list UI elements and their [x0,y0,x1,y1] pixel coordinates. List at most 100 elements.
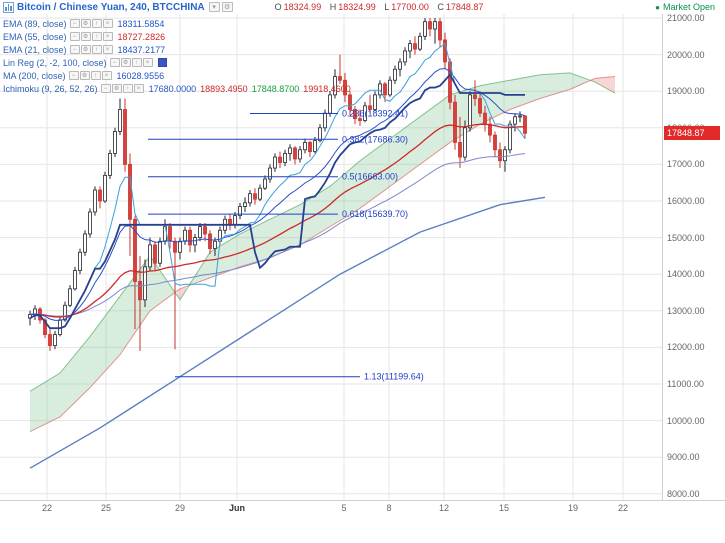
indicator-settings-button[interactable]: ⚙ [80,45,91,54]
time-axis-label: 12 [438,503,449,513]
indicator-settings-button[interactable]: ⚙ [80,19,91,28]
indicator-moveup-button[interactable]: ↑ [90,71,101,80]
tenkan-line [29,42,526,329]
time-axis-label: 29 [174,503,185,513]
indicator-delete-button[interactable]: × [142,58,153,67]
ichimoku-tenkan-value: 17680.0000 [148,83,197,94]
fib-level[interactable]: 0.5(16663.00) [148,172,398,182]
indicator-controls: − ⚙ ↑ × [69,45,114,54]
indicator-label: Ichimoku (9, 26, 52, 26) [3,83,98,94]
price-axis-label: 12000.00 [667,342,705,353]
open-label: O [274,2,282,12]
ema55-line [29,123,526,318]
close-label: C [437,2,444,12]
ichimoku-kijun-value: 18893.4950 [200,83,248,94]
linreg-color-swatch[interactable] [157,58,167,67]
indicator-value: 18727.2826 [117,31,166,42]
time-axis-label: 22 [41,503,52,513]
indicator-row-ema21[interactable]: EMA (21, close) − ⚙ ↑ × 18437.2177 [3,44,355,55]
indicator-row-linreg[interactable]: Lin Reg (2, -2, 100, close) − ⚙ ↑ × [3,57,355,68]
indicator-settings-button[interactable]: ⚙ [111,84,122,93]
symbol-dropdown-button[interactable]: ▾ [208,2,220,12]
chart-type-icon[interactable] [3,1,14,13]
price-axis-label: 11000.00 [667,379,704,389]
indicator-settings-button[interactable]: ⚙ [80,32,91,41]
indicator-controls: − ⚙ ↑ × [68,71,113,80]
indicator-label: MA (200, close) [3,70,66,81]
indicator-settings-button[interactable]: ⚙ [120,58,131,67]
indicator-controls: − ⚙ ↑ × [100,84,145,93]
indicator-moveup-button[interactable]: ↑ [131,58,142,67]
indicator-label: EMA (89, close) [3,18,67,29]
high-label: H [329,2,337,12]
indicator-moveup-button[interactable]: ↑ [91,32,102,41]
price-axis-label: 14000.00 [667,269,705,280]
market-status: ● Market Open [655,2,715,12]
fib-level[interactable]: 0.618(15639.70) [148,209,408,219]
indicator-hide-button[interactable]: − [68,71,79,80]
indicator-delete-button[interactable]: × [133,84,144,93]
indicator-moveup-button[interactable]: ↑ [91,45,102,54]
indicator-delete-button[interactable]: × [102,19,113,28]
symbol-toolbar: Bitcoin / Chinese Yuan, 240, BTCCHINA ▾ … [0,0,725,14]
price-axis-label: 17000.00 [667,159,705,170]
indicator-label: EMA (21, close) [3,44,67,55]
price-axis[interactable]: 21000.0020000.0019000.0018000.0017000.00… [662,13,725,500]
ichimoku-chikou-value: 17848.8700 [251,83,300,94]
time-axis-label: Jun [228,503,245,513]
fib-label: 0.618(15639.70) [342,209,408,219]
indicator-moveup-button[interactable]: ↑ [122,84,133,93]
market-open-dot-icon: ● [655,3,660,12]
high-value: 18324.99 [338,2,376,12]
kijun-line [29,73,525,330]
price-axis-label: 8000.00 [667,488,700,499]
time-axis-label: 8 [386,503,392,513]
fib-level[interactable]: 1.13(11199.64) [175,372,424,382]
indicator-settings-button[interactable]: ⚙ [79,71,90,80]
indicator-row-ichimoku[interactable]: Ichimoku (9, 26, 52, 26) − ⚙ ↑ × 17680.0… [3,83,355,94]
time-axis-label: 22 [617,503,628,513]
indicator-hide-button[interactable]: − [109,58,120,67]
indicator-value: 18311.5854 [117,18,165,29]
close-value: 17848.87 [445,2,484,12]
indicator-row-ma200[interactable]: MA (200, close) − ⚙ ↑ × 16028.9556 [3,70,355,81]
time-axis[interactable]: 22 25 29 Jun 5 8 12 15 19 22 [0,500,725,516]
price-axis-label: 10000.00 [667,415,705,426]
time-axis-label: 5 [341,503,347,513]
chart-pane[interactable]: 0.236(18392.41) 0.382(17686.30) 0.5(16663.… [0,14,662,500]
time-axis-label: 19 [567,503,578,513]
indicator-delete-button[interactable]: × [102,45,113,54]
ema89-line [29,153,526,317]
market-status-text: Market Open [662,2,715,12]
indicator-moveup-button[interactable]: ↑ [91,19,102,28]
fib-label: 0.236(18392.41) [342,108,408,118]
price-axis-label: 21000.00 [667,13,705,23]
indicator-label: EMA (55, close) [3,31,67,42]
indicator-value: 16028.9556 [116,70,165,81]
indicator-hide-button[interactable]: − [69,32,80,41]
open-value: 18324.99 [283,2,322,12]
ma200-line [29,196,546,469]
senkou-span-a-line [29,72,616,392]
senkou-span-b-line [29,76,616,433]
indicator-hide-button[interactable]: − [69,45,80,54]
low-label: L [384,2,390,12]
last-price-tag: 17848.87 [664,126,720,141]
indicator-hide-button[interactable]: − [100,84,111,93]
fib-level[interactable]: 0.236(18392.41) [250,108,408,118]
time-axis-label: 15 [498,503,509,513]
indicator-delete-button[interactable]: × [101,71,112,80]
price-axis-label: 20000.00 [667,49,705,60]
indicator-row-ema89[interactable]: EMA (89, close) − ⚙ ↑ × 18311.5854 [3,18,355,29]
fib-label: 1.13(11199.64) [364,372,424,382]
symbol-title[interactable]: Bitcoin / Chinese Yuan, 240, BTCCHINA [17,1,205,13]
indicator-legend: EMA (89, close) − ⚙ ↑ × 18311.5854 EMA (… [3,18,355,96]
fib-level[interactable]: 0.382(17686.30) [148,134,408,144]
indicator-hide-button[interactable]: − [69,19,80,28]
fib-label: 0.382(17686.30) [342,134,408,144]
ichimoku-span-value: 19918.4600 [303,83,351,94]
indicator-delete-button[interactable]: × [102,32,113,41]
indicator-row-ema55[interactable]: EMA (55, close) − ⚙ ↑ × 18727.2826 [3,31,355,42]
symbol-settings-button[interactable]: ⚙ [221,2,233,12]
